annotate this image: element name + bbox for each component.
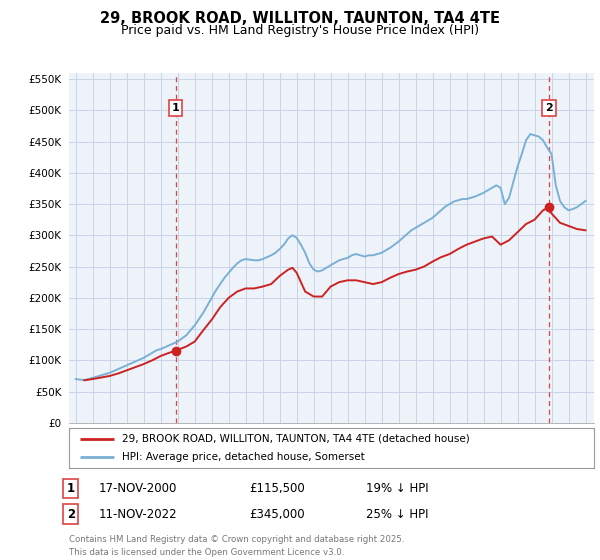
Text: £115,500: £115,500	[249, 482, 305, 495]
Text: 2: 2	[67, 507, 75, 521]
Text: 1: 1	[67, 482, 75, 495]
Text: 17-NOV-2000: 17-NOV-2000	[99, 482, 178, 495]
Text: £345,000: £345,000	[249, 507, 305, 521]
Text: 19% ↓ HPI: 19% ↓ HPI	[366, 482, 428, 495]
Text: 29, BROOK ROAD, WILLITON, TAUNTON, TA4 4TE (detached house): 29, BROOK ROAD, WILLITON, TAUNTON, TA4 4…	[121, 434, 469, 444]
Text: 29, BROOK ROAD, WILLITON, TAUNTON, TA4 4TE: 29, BROOK ROAD, WILLITON, TAUNTON, TA4 4…	[100, 11, 500, 26]
Text: HPI: Average price, detached house, Somerset: HPI: Average price, detached house, Some…	[121, 452, 364, 462]
Text: 11-NOV-2022: 11-NOV-2022	[99, 507, 178, 521]
Text: Price paid vs. HM Land Registry's House Price Index (HPI): Price paid vs. HM Land Registry's House …	[121, 24, 479, 36]
Text: 2: 2	[545, 103, 553, 113]
Text: 25% ↓ HPI: 25% ↓ HPI	[366, 507, 428, 521]
Text: 1: 1	[172, 103, 179, 113]
Text: Contains HM Land Registry data © Crown copyright and database right 2025.
This d: Contains HM Land Registry data © Crown c…	[69, 535, 404, 557]
